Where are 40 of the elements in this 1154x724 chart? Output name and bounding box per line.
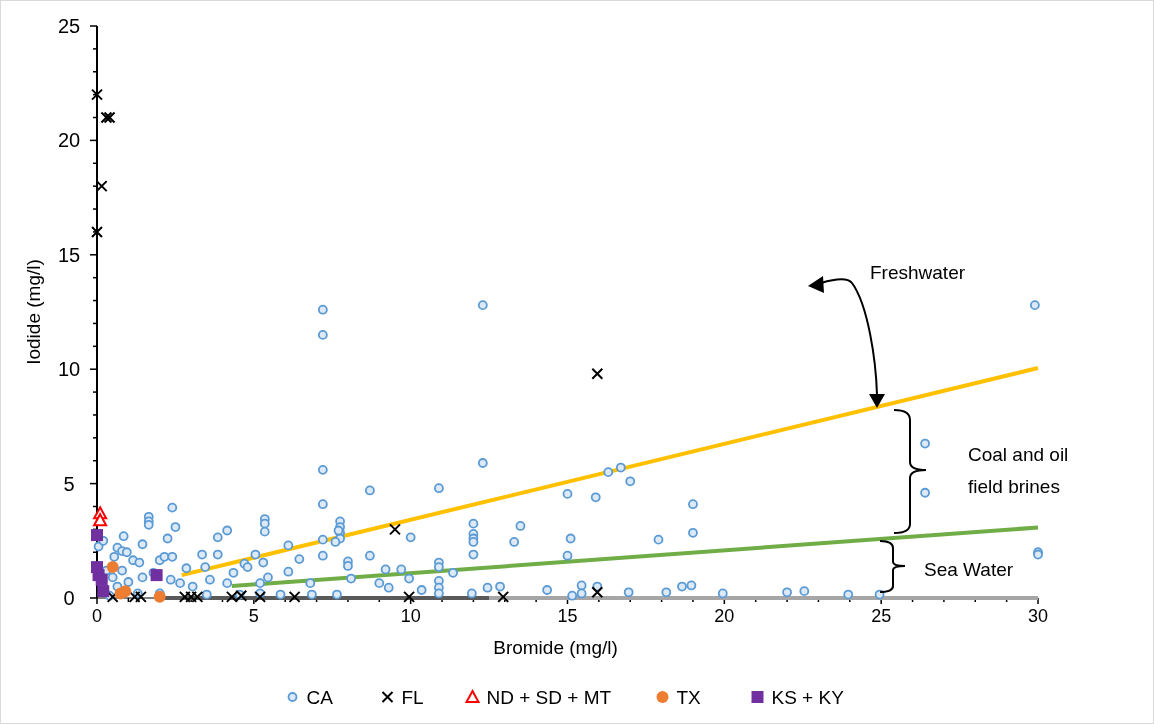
y-tick-label: 0 [63, 587, 75, 609]
x-tick-label: 25 [871, 606, 892, 626]
y-tick-label: 5 [63, 472, 75, 495]
y-axis-title: Iodide (mg/l) [23, 259, 44, 365]
point [497, 590, 510, 603]
x-tick-label: 5 [248, 606, 259, 626]
legend-label: TX [676, 687, 702, 708]
point [91, 225, 103, 238]
y-tick-label: 15 [57, 243, 81, 266]
annotation: Sea Water [924, 559, 1014, 580]
point [254, 590, 267, 603]
x-tick-label: 15 [557, 606, 578, 626]
point [388, 523, 401, 536]
point [153, 590, 166, 603]
x-tick-label: 20 [714, 606, 735, 626]
legend-label: FL [401, 687, 424, 708]
point [403, 590, 416, 603]
point [97, 585, 110, 598]
annotation: Freshwater [870, 262, 966, 283]
point [119, 585, 132, 598]
x-tick-label: 30 [1027, 606, 1049, 626]
y-tick-label: 20 [57, 129, 81, 152]
x-axis-title: Bromide (mg/l) [493, 637, 618, 658]
legend-label: ND + SD + MT [486, 687, 612, 708]
point [106, 561, 119, 574]
point [91, 529, 103, 542]
legend-label: CA [306, 687, 334, 708]
point [93, 513, 108, 527]
point [288, 590, 301, 603]
y-tick-label: 25 [57, 15, 81, 37]
point [150, 569, 163, 582]
point [591, 367, 604, 380]
point [591, 586, 604, 599]
point [95, 573, 108, 586]
annotation: Coal and oil field brines [968, 444, 1069, 497]
x-tick-label: 0 [91, 606, 103, 626]
y-tick-label: 10 [57, 358, 81, 381]
x-tick-label: 10 [400, 606, 421, 626]
legend-label: KS + KY [771, 687, 845, 708]
point [91, 88, 103, 101]
